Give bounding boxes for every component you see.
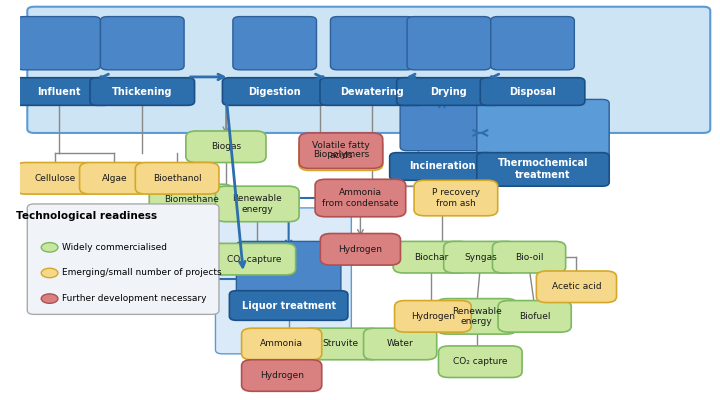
- FancyBboxPatch shape: [15, 162, 95, 194]
- FancyBboxPatch shape: [236, 242, 341, 295]
- Text: Renewable
energy: Renewable energy: [452, 307, 502, 326]
- FancyBboxPatch shape: [301, 328, 381, 360]
- FancyBboxPatch shape: [80, 162, 149, 194]
- Text: Dewatering: Dewatering: [341, 86, 404, 96]
- FancyBboxPatch shape: [477, 153, 609, 186]
- Text: Thermochemical
treatment: Thermochemical treatment: [498, 158, 588, 180]
- Text: Biogas: Biogas: [211, 142, 241, 151]
- Text: Further development necessary: Further development necessary: [62, 294, 207, 303]
- FancyBboxPatch shape: [6, 78, 111, 105]
- FancyBboxPatch shape: [407, 16, 491, 70]
- FancyBboxPatch shape: [444, 242, 517, 273]
- FancyBboxPatch shape: [480, 78, 585, 105]
- FancyBboxPatch shape: [27, 204, 219, 314]
- FancyBboxPatch shape: [215, 186, 299, 222]
- Text: Ammonia: Ammonia: [260, 340, 303, 348]
- FancyBboxPatch shape: [242, 328, 322, 360]
- Text: Incineration: Incineration: [409, 162, 475, 172]
- FancyBboxPatch shape: [186, 131, 266, 162]
- FancyBboxPatch shape: [498, 300, 571, 332]
- Text: Hydrogen: Hydrogen: [260, 371, 304, 380]
- Text: Disposal: Disposal: [509, 86, 556, 96]
- FancyBboxPatch shape: [212, 243, 296, 275]
- FancyBboxPatch shape: [230, 291, 348, 320]
- Text: CO₂ capture: CO₂ capture: [227, 255, 281, 264]
- Text: Volatile fatty
acids: Volatile fatty acids: [312, 141, 370, 160]
- FancyBboxPatch shape: [299, 139, 383, 170]
- Text: Technological readiness: Technological readiness: [16, 211, 157, 221]
- FancyBboxPatch shape: [222, 78, 327, 105]
- FancyBboxPatch shape: [364, 328, 437, 360]
- FancyBboxPatch shape: [397, 78, 501, 105]
- Text: Algae: Algae: [102, 174, 127, 183]
- FancyBboxPatch shape: [536, 271, 616, 302]
- Text: Acetic acid: Acetic acid: [552, 282, 601, 291]
- Text: Thickening: Thickening: [112, 86, 173, 96]
- FancyBboxPatch shape: [390, 153, 494, 180]
- Text: Cellulose: Cellulose: [35, 174, 76, 183]
- Circle shape: [41, 242, 58, 252]
- FancyBboxPatch shape: [135, 162, 219, 194]
- FancyBboxPatch shape: [491, 16, 575, 70]
- FancyBboxPatch shape: [414, 180, 498, 216]
- FancyBboxPatch shape: [320, 234, 400, 265]
- Text: Struvite: Struvite: [323, 340, 359, 348]
- Text: Bio-oil: Bio-oil: [515, 253, 544, 262]
- FancyBboxPatch shape: [215, 208, 351, 354]
- Text: Emerging/small number of projects: Emerging/small number of projects: [62, 268, 222, 278]
- Circle shape: [41, 268, 58, 278]
- FancyBboxPatch shape: [393, 242, 470, 273]
- Text: Water: Water: [387, 340, 413, 348]
- Text: Ammonia
from condensate: Ammonia from condensate: [322, 188, 399, 208]
- Text: Widely commercialised: Widely commercialised: [62, 243, 167, 252]
- Text: P recovery
from ash: P recovery from ash: [432, 188, 480, 208]
- FancyBboxPatch shape: [299, 133, 383, 168]
- FancyBboxPatch shape: [145, 243, 228, 275]
- FancyBboxPatch shape: [149, 184, 233, 216]
- Text: Digestion: Digestion: [248, 86, 301, 96]
- Text: Biopolymers: Biopolymers: [312, 150, 369, 159]
- FancyBboxPatch shape: [437, 299, 517, 334]
- FancyBboxPatch shape: [438, 346, 522, 378]
- FancyBboxPatch shape: [320, 78, 425, 105]
- Circle shape: [41, 294, 58, 303]
- Text: Hydrogen: Hydrogen: [411, 312, 455, 321]
- Text: Biochar: Biochar: [415, 253, 449, 262]
- Text: CO₂ capture: CO₂ capture: [453, 357, 508, 366]
- FancyBboxPatch shape: [330, 16, 414, 70]
- Text: Drying: Drying: [431, 86, 467, 96]
- FancyBboxPatch shape: [477, 100, 609, 160]
- FancyBboxPatch shape: [242, 360, 322, 391]
- FancyBboxPatch shape: [315, 179, 405, 217]
- Text: CO₂ recovery: CO₂ recovery: [156, 255, 216, 264]
- FancyBboxPatch shape: [492, 242, 566, 273]
- FancyBboxPatch shape: [400, 98, 484, 151]
- Text: Renewable
energy: Renewable energy: [233, 194, 282, 214]
- Text: Biofuel: Biofuel: [519, 312, 550, 321]
- Text: Liquor treatment: Liquor treatment: [242, 301, 336, 311]
- FancyBboxPatch shape: [27, 7, 710, 133]
- Text: Hydrogen: Hydrogen: [338, 245, 382, 254]
- Text: Influent: Influent: [37, 86, 81, 96]
- Text: Syngas: Syngas: [464, 253, 497, 262]
- FancyBboxPatch shape: [233, 16, 317, 70]
- FancyBboxPatch shape: [90, 78, 194, 105]
- FancyBboxPatch shape: [101, 16, 184, 70]
- FancyBboxPatch shape: [17, 16, 101, 70]
- Text: Bioethanol: Bioethanol: [153, 174, 202, 183]
- Text: Biomethane: Biomethane: [163, 196, 218, 204]
- FancyBboxPatch shape: [395, 300, 471, 332]
